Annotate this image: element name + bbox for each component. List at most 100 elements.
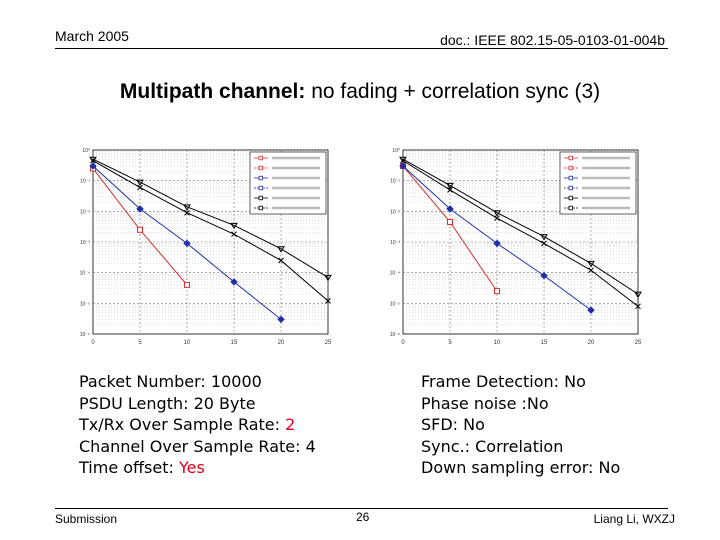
y-tick-label: 10⁻⁵ [390, 301, 400, 307]
y-tick-label: 10⁰ [82, 148, 90, 154]
slide-title: Multipath channel: no fading + correlati… [0, 80, 720, 104]
legend-marker [568, 165, 573, 171]
series-1-point [89, 162, 97, 170]
chart-1-legend [559, 151, 637, 215]
series-1-point [540, 271, 548, 280]
series-3-point [399, 156, 407, 164]
series-3-point [183, 204, 191, 211]
chart-right: 0 5 10 15 20 25 10⁻⁶ 10⁻⁵ 10⁻⁴ 10⁻³ 10⁻² 10⁻¹ 10⁰ [390, 148, 642, 346]
series-2-point [325, 298, 331, 304]
y-tick-label: 10⁻¹ [80, 179, 90, 185]
x-tick-label: 10 [494, 340, 501, 346]
series-1-point [399, 162, 407, 170]
x-tick-label: 20 [278, 340, 285, 346]
param-line-1: PSDU Length: 20 Byte [79, 393, 256, 413]
series-2-point [447, 187, 453, 193]
footer-rule [55, 508, 668, 509]
legend-marker [258, 175, 263, 181]
x-tick-label: 0 [401, 340, 405, 346]
y-tick-label: 10⁻³ [80, 240, 90, 246]
x-tick-label: 0 [91, 340, 95, 346]
series-2-line [402, 160, 639, 307]
series-1-point [587, 306, 595, 314]
series-1-point [136, 205, 144, 213]
series-2-point [137, 184, 143, 191]
series-3-point [89, 156, 97, 164]
x-tick-label: 15 [231, 340, 238, 346]
legend-marker [568, 155, 573, 161]
y-tick-label: 10⁻² [390, 209, 400, 215]
header-rule [55, 48, 668, 49]
y-tick-label: 10⁻⁴ [390, 271, 400, 277]
chart-left: 0 5 10 15 20 25 10⁻⁶ 10⁻⁵ 10⁻⁴ 10⁻³ 10⁻² 10⁻¹ 10⁰ [80, 148, 332, 346]
legend-marker [568, 175, 573, 181]
param-right-3: Sync.: Correlation [421, 436, 564, 456]
series-2-point [278, 257, 284, 264]
slide-title-rest: no fading + correlation sync (3) [305, 80, 601, 103]
series-2-point [541, 240, 547, 247]
params-left: Packet Number: 10000 PSDU Length: 20 Byt… [79, 371, 316, 479]
series-2-line [92, 160, 329, 302]
param-line-4: Time offset: Yes [79, 458, 205, 477]
series-3-point [136, 179, 144, 187]
param-line-2: Tx/Rx Over Sample Rate: 2 [79, 415, 296, 434]
header-date: March 2005 [55, 28, 129, 44]
series-3-point [634, 291, 642, 299]
legend-marker [568, 185, 573, 191]
y-tick-label: 10⁰ [392, 148, 400, 154]
series-1-point [230, 278, 238, 286]
params-right: Frame Detection: No Phase noise :No SFD:… [421, 371, 620, 479]
legend-marker [258, 205, 263, 211]
y-tick-label: 10⁻¹ [390, 179, 400, 185]
series-2-point [635, 303, 641, 310]
y-tick-label: 10⁻³ [390, 240, 400, 246]
series-0-point [447, 218, 453, 225]
series-0-point [494, 288, 500, 295]
legend-box [249, 151, 327, 215]
series-3-point [277, 246, 285, 253]
y-tick-label: 10⁻⁶ [390, 332, 400, 338]
series-3-point [493, 210, 501, 217]
x-tick-label: 25 [635, 340, 642, 346]
series-2-point [588, 267, 594, 274]
series-3-point [324, 274, 332, 282]
footer-author: Liang Li, WXZJ [593, 512, 675, 526]
legend-marker [568, 205, 573, 211]
series-2-point [494, 215, 500, 221]
y-tick-label: 10⁻⁶ [80, 332, 90, 338]
param-right-0: Frame Detection: No [421, 372, 586, 391]
x-tick-label: 10 [184, 340, 191, 346]
param-line-3: Channel Over Sample Rate: 4 [79, 436, 316, 456]
series-3-line [92, 158, 329, 278]
series-0-point [184, 281, 190, 288]
series-1-point [183, 239, 191, 248]
y-tick-label: 10⁻² [80, 209, 90, 215]
series-3-point [587, 260, 595, 268]
x-tick-label: 5 [448, 340, 452, 346]
legend-marker [568, 195, 573, 201]
param-right-4: Down sampling error: No [421, 458, 621, 477]
x-tick-label: 5 [138, 340, 142, 346]
legend-marker [258, 165, 263, 171]
series-3-point [446, 182, 454, 190]
series-1-point [493, 239, 501, 248]
series-2-point [231, 231, 237, 238]
y-tick-label: 10⁻⁴ [80, 271, 90, 277]
y-tick-label: 10⁻⁵ [80, 301, 90, 307]
footer-submission: Submission [55, 512, 118, 526]
series-2-point [184, 209, 190, 216]
series-0-point [137, 226, 143, 233]
legend-marker [258, 195, 263, 201]
legend-marker [258, 155, 263, 161]
param-line-0: Packet Number: 10000 [79, 372, 262, 391]
legend-box [559, 151, 637, 215]
legend-marker [258, 185, 263, 191]
x-tick-label: 25 [325, 340, 332, 346]
series-1-point [277, 315, 285, 324]
x-tick-label: 20 [588, 340, 595, 346]
x-tick-label: 15 [541, 340, 548, 346]
slide-title-bold: Multipath channel: [119, 80, 306, 103]
series-3-point [230, 222, 238, 230]
param-right-2: SFD: No [421, 415, 485, 434]
series-3-point [540, 234, 548, 241]
